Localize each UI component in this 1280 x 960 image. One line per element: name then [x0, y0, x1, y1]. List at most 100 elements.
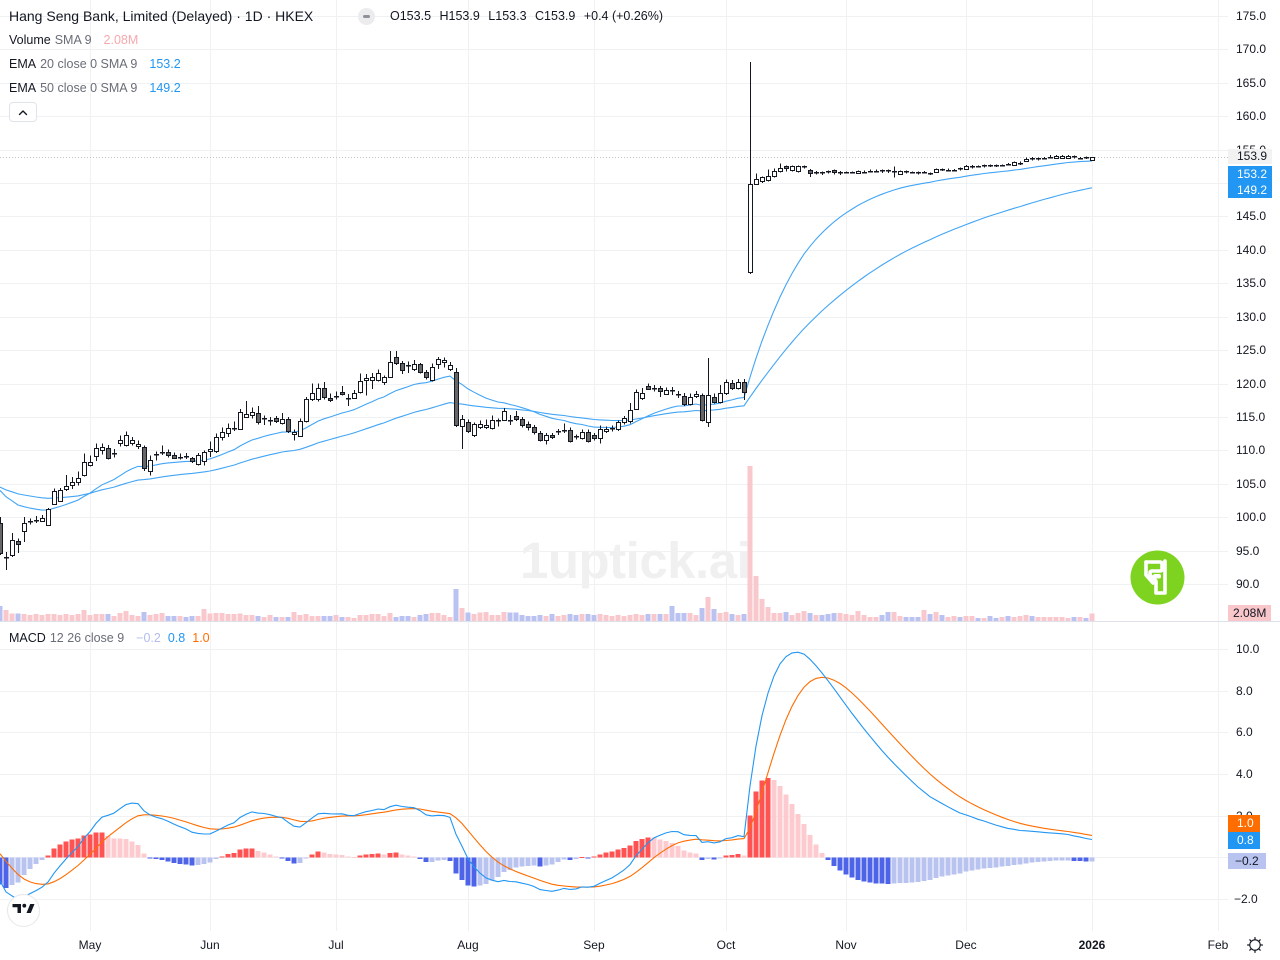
volume-bar [15, 613, 21, 621]
candle-body [82, 462, 87, 476]
pane-separator[interactable] [0, 621, 1280, 622]
volume-bar [621, 615, 627, 621]
ohlc-label: O [390, 9, 400, 23]
candle [598, 425, 603, 444]
collapse-legend-button[interactable] [9, 102, 37, 122]
candle [538, 430, 543, 442]
candle-body [604, 429, 609, 432]
brand-logo-button[interactable] [1130, 550, 1185, 605]
legend-ema50[interactable]: EMA 50 close 0 SMA 9 149.2 [9, 80, 188, 96]
volume-bar [291, 612, 297, 621]
ohlc-close: C153.9 [535, 9, 575, 23]
ohlc-value: 153.9 [544, 9, 576, 23]
watermark: 1uptick.ai [520, 532, 751, 589]
candle [1012, 161, 1017, 166]
volume-bar [453, 588, 459, 621]
candle [676, 390, 681, 399]
volume-bar [87, 614, 93, 621]
histogram-bar [249, 848, 255, 858]
price-axis[interactable]: 175.0170.0165.0160.0155.0145.0140.0135.0… [1228, 0, 1280, 621]
candle-body [646, 386, 651, 390]
histogram-bar [645, 837, 651, 858]
histogram-bar [549, 857, 555, 865]
candle-body [526, 424, 531, 428]
histogram-bar [843, 857, 849, 875]
candle-body [520, 419, 525, 426]
volume-bar [399, 615, 405, 621]
histogram-bar [255, 851, 261, 858]
volume-bar [249, 614, 255, 621]
legend-ema20[interactable]: EMA 20 close 0 SMA 9 153.2 [9, 56, 188, 72]
candle-body [598, 429, 603, 439]
time-axis-label: Feb [1207, 938, 1229, 952]
volume-bar [489, 614, 495, 621]
histogram-bar [885, 857, 891, 884]
candle [40, 515, 45, 522]
volume-bar [687, 613, 693, 621]
candle-body [622, 418, 627, 423]
candle-body [544, 435, 549, 441]
volume-bar [279, 617, 285, 621]
histogram-bar [831, 857, 837, 866]
candle [70, 477, 75, 490]
volume-bar [135, 615, 141, 621]
volume-bar [111, 615, 117, 621]
market-status-icon[interactable] [358, 8, 375, 25]
volume-bar [825, 614, 831, 621]
histogram-bar [339, 855, 345, 858]
histogram-bar [693, 853, 699, 858]
candle [382, 375, 387, 385]
candle-body [454, 372, 459, 426]
histogram-bar [141, 853, 147, 858]
legend-macd[interactable]: MACD 12 26 close 9 −0.2 0.8 1.0 [9, 630, 217, 646]
tradingview-logo[interactable] [7, 894, 40, 927]
volume-bar [1005, 615, 1011, 621]
macd-axis[interactable]: 10.08.06.04.02.0−2.0 [1228, 622, 1280, 931]
settings-button[interactable] [1246, 936, 1264, 954]
candle [820, 171, 825, 176]
price-axis-label: 100.0 [1236, 510, 1267, 525]
ohlc-label: H [439, 9, 449, 23]
candle [628, 402, 633, 424]
candle [298, 418, 303, 437]
histogram-bar [867, 857, 873, 883]
candle [760, 176, 765, 184]
histogram-bar [69, 839, 75, 858]
histogram-bar [285, 857, 291, 862]
histogram-bar [681, 850, 687, 858]
volume-bar [921, 609, 927, 621]
volume-bar [993, 618, 999, 621]
candle [718, 384, 723, 404]
volume-bar [999, 617, 1005, 621]
histogram-bar [153, 857, 159, 860]
histogram-bar [879, 857, 885, 884]
candle-body [766, 176, 771, 181]
time-axis[interactable]: May Jun Jul Aug Sep Oct Nov Dec 2026 Feb [0, 931, 1280, 960]
price-axis-label: 165.0 [1236, 75, 1267, 90]
volume-bar [165, 615, 171, 621]
candle-body [898, 171, 903, 175]
ohlc-change: +0.4 (+0.26%) [583, 9, 664, 23]
volume-bar [1041, 617, 1047, 621]
candle [616, 420, 621, 431]
histogram-bar [675, 846, 681, 858]
candle [334, 391, 339, 400]
candle [910, 171, 915, 174]
candle-body [316, 388, 321, 400]
volume-bar [357, 614, 363, 621]
volume-bar [651, 614, 657, 621]
volume-bar [711, 609, 717, 621]
candle-body [382, 377, 387, 383]
candle-body [736, 382, 741, 389]
ema20-badge: 153.2 [1228, 166, 1272, 182]
histogram-bar [99, 832, 105, 858]
chart-canvas[interactable] [0, 0, 1228, 931]
candle-body [274, 418, 279, 422]
candle [772, 168, 777, 178]
volume-bar [1077, 617, 1083, 621]
histogram-bar [399, 854, 405, 858]
candle [160, 445, 165, 456]
legend-volume[interactable]: Volume SMA 9 2.08M [9, 32, 145, 48]
symbol-title[interactable]: Hang Seng Bank, Limited (Delayed) · 1D ·… [9, 8, 314, 24]
histogram-bar [999, 857, 1005, 867]
